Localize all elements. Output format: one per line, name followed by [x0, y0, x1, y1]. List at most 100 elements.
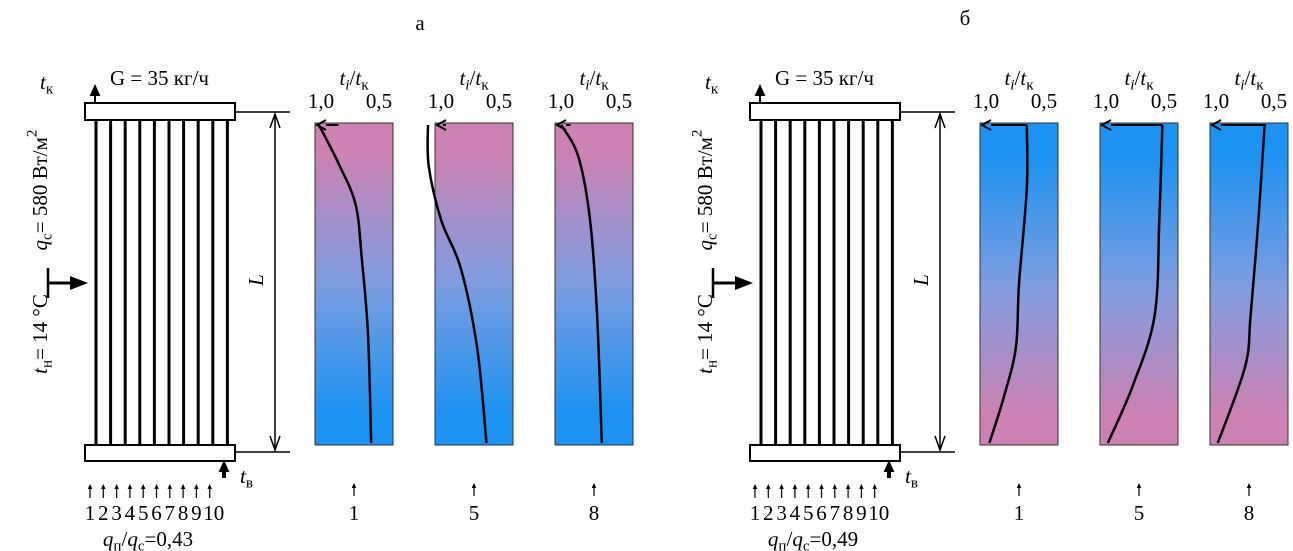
- arrow-head: [207, 484, 212, 489]
- ratio-label: qп/qс=0,43: [103, 527, 193, 551]
- text-run: к: [46, 82, 54, 98]
- text-run: в: [246, 476, 253, 492]
- profile-box: [555, 123, 633, 445]
- arrow-head: [101, 484, 106, 489]
- arrow-head: [755, 84, 766, 96]
- arrow-head: [735, 276, 753, 290]
- text-run: q: [693, 239, 717, 250]
- arrow-head: [90, 84, 101, 96]
- ratio-label: qп/qс=0,49: [768, 527, 858, 551]
- text-run: 2: [690, 130, 706, 138]
- length-label: L: [244, 274, 268, 287]
- tube-number: 6: [151, 501, 162, 525]
- tube-number: 5: [803, 501, 814, 525]
- tube-number: 2: [98, 501, 109, 525]
- tube-number: 10: [203, 501, 224, 525]
- profile-box: [435, 123, 513, 445]
- tube-number: 3: [776, 501, 787, 525]
- arrow-head: [168, 484, 173, 489]
- text-run: п: [778, 539, 786, 551]
- profile-box: [1210, 123, 1288, 445]
- tube-number: 4: [125, 501, 136, 525]
- arrow-head: [194, 484, 199, 489]
- profile-tube: 1: [349, 501, 360, 525]
- tube-number: 10: [868, 501, 889, 525]
- text-run: 2: [25, 130, 41, 138]
- flow-label: G = 35 кг/ч: [775, 66, 874, 90]
- water-inlet-label: tв: [905, 464, 918, 492]
- arrow-head: [779, 484, 784, 489]
- profile-header: ti/tк: [459, 66, 489, 94]
- profile-header: ti/tк: [579, 66, 609, 94]
- text-run: п: [113, 539, 121, 551]
- heat-flux-label: qс= 580 Вт/м2: [690, 130, 721, 251]
- arrow-head: [1017, 483, 1022, 488]
- heat-flux-label: qс= 580 Вт/м2: [25, 130, 56, 251]
- text-run: q: [127, 527, 138, 551]
- tube-number: 1: [750, 501, 761, 525]
- manifold-bottom: [85, 445, 235, 461]
- tube-number: 7: [165, 501, 176, 525]
- panel-label: б: [960, 6, 971, 30]
- profile-header: ti/tк: [339, 66, 369, 94]
- profile-tick: 0,5: [486, 89, 512, 113]
- flow-label: G = 35 кг/ч: [110, 66, 209, 90]
- tube-number: 7: [830, 501, 841, 525]
- arrow-head: [793, 484, 798, 489]
- arrow-head: [1247, 483, 1252, 488]
- text-run: н: [40, 360, 56, 368]
- text-run: = 580 Вт/м: [28, 137, 52, 233]
- air-temp-label: tн= 14 °C: [28, 294, 56, 374]
- arrow-head: [88, 484, 93, 489]
- profile-header: ti/tк: [1004, 66, 1034, 94]
- profile-tube: 8: [1244, 501, 1255, 525]
- text-run: q: [792, 527, 803, 551]
- tube-number: 6: [816, 501, 827, 525]
- profile-tick: 1,0: [1203, 89, 1229, 113]
- arrow-head: [859, 484, 864, 489]
- tube-number: 3: [111, 501, 122, 525]
- arrow-head: [154, 484, 159, 489]
- arrow-head: [766, 484, 771, 489]
- profile-header: ti/tк: [1234, 66, 1264, 94]
- arrow-head: [872, 484, 877, 489]
- text-run: q: [103, 527, 114, 551]
- arrow-head: [181, 484, 186, 489]
- profile-tick: 0,5: [366, 89, 392, 113]
- arrow-head: [141, 484, 146, 489]
- tube-number: 2: [763, 501, 774, 525]
- text-run: в: [911, 476, 918, 492]
- profile-tick: 0,5: [606, 89, 632, 113]
- tube-number: 4: [790, 501, 801, 525]
- profile-tick: 0,5: [1261, 89, 1287, 113]
- manifold-top: [750, 103, 900, 120]
- arrow-head: [70, 276, 88, 290]
- length-label: L: [909, 274, 933, 287]
- tube-number: 9: [856, 501, 867, 525]
- profile-tick: 1,0: [973, 89, 999, 113]
- profile-tube: 8: [589, 501, 600, 525]
- profile-tick: 1,0: [308, 89, 334, 113]
- profile-tube: 5: [1134, 501, 1145, 525]
- manifold-top: [85, 103, 235, 120]
- profile-header: ti/tк: [1124, 66, 1154, 94]
- arrow-head: [352, 483, 357, 488]
- tube-number: 8: [843, 501, 854, 525]
- profile-box: [315, 123, 393, 445]
- profile-tube: 5: [469, 501, 480, 525]
- outlet-label: tк: [705, 70, 719, 98]
- text-run: q: [768, 527, 779, 551]
- arrow-head: [592, 483, 597, 488]
- water-inlet-label: tв: [240, 464, 253, 492]
- profile-tube: 1: [1014, 501, 1025, 525]
- arrow-head: [833, 484, 838, 489]
- profile-tick: 1,0: [428, 89, 454, 113]
- arrow-head: [806, 484, 811, 489]
- arrow-head: [114, 484, 119, 489]
- profile-tick: 0,5: [1031, 89, 1057, 113]
- text-run: = 14 °C: [693, 294, 717, 360]
- text-run: = 14 °C: [28, 294, 52, 360]
- text-run: = 580 Вт/м: [693, 137, 717, 233]
- panel-label: а: [415, 11, 425, 35]
- arrow-head: [472, 483, 477, 488]
